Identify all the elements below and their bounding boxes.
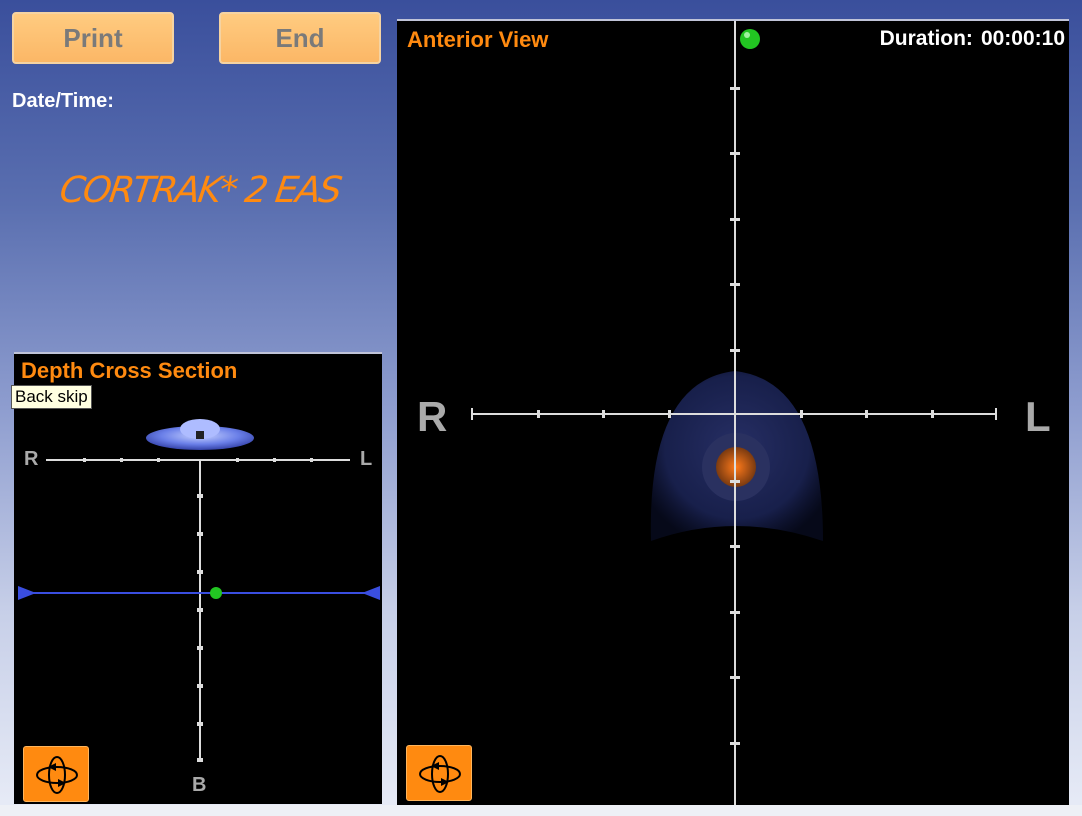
anterior-right-label: L [1025, 393, 1051, 440]
duration-readout: Duration: 00:00:10 [880, 27, 1065, 51]
cortrak-logo: CORTRAK* 2 EAS [57, 170, 343, 211]
anterior-view-panel[interactable]: Anterior View Duration: 00:00:10 [397, 19, 1069, 805]
anterior-panel-title: Anterior View [407, 27, 549, 52]
depth-left-label: R [24, 448, 39, 470]
back-skip-tooltip: Back skip [11, 385, 92, 409]
depth-view-canvas [18, 419, 380, 762]
depth-panel-title: Depth Cross Section [21, 358, 238, 383]
rotate-3d-icon [36, 756, 78, 794]
tube-tip-marker [210, 587, 222, 599]
anterior-rotate-button[interactable] [406, 745, 472, 801]
rotate-3d-icon [419, 755, 461, 793]
depth-bottom-label: B [192, 774, 207, 796]
anterior-left-label: R [417, 393, 448, 440]
receiver-unit-icon [146, 419, 254, 450]
depth-plane-right-arrow [362, 586, 380, 600]
insertion-marker [740, 29, 760, 49]
footer-strip [0, 805, 1082, 816]
print-button[interactable]: Print [12, 12, 174, 64]
date-time-label: Date/Time: [12, 90, 114, 112]
duration-label: Duration: [879, 27, 973, 50]
duration-value: 00:00:10 [980, 27, 1065, 50]
anterior-view-canvas [471, 21, 997, 805]
depth-plane-left-arrow [18, 586, 36, 600]
depth-right-label: L [360, 448, 373, 470]
depth-cross-section-panel[interactable]: Depth Cross Section [14, 352, 382, 804]
depth-rotate-button[interactable] [23, 746, 89, 802]
end-button[interactable]: End [219, 12, 381, 64]
